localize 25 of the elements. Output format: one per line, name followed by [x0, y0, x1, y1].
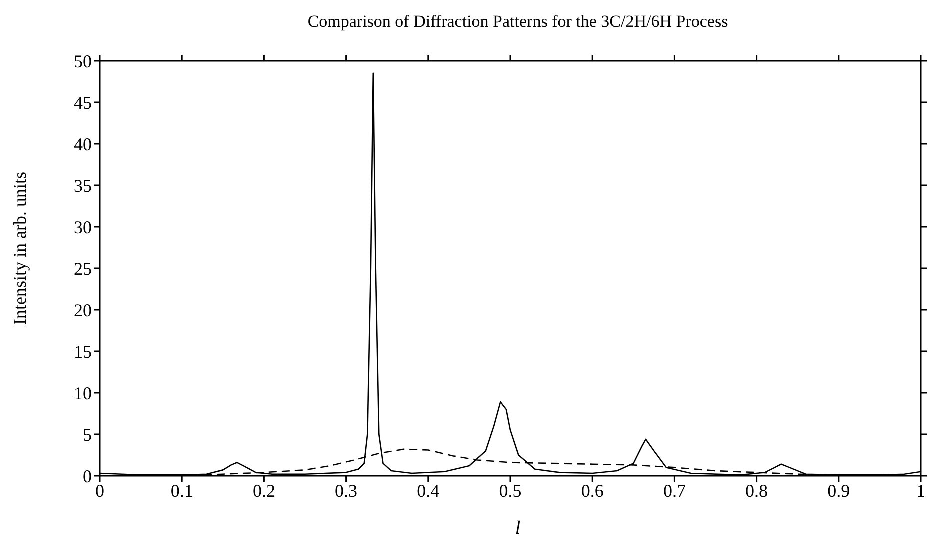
- y-axis-title: Intensity in arb. units: [10, 172, 31, 324]
- y-tick-label: 40: [74, 134, 92, 154]
- y-tick-label: 35: [74, 176, 92, 196]
- y-tick-label: 45: [74, 92, 92, 113]
- y-tick-label: 25: [74, 258, 92, 279]
- x-axis-title: l: [514, 518, 522, 540]
- x-tick-label: 0.5: [499, 480, 522, 501]
- y-tick-label: 0: [83, 466, 92, 486]
- x-tick-label: 0.8: [746, 480, 768, 501]
- x-tick-label: 0.1: [170, 480, 194, 501]
- x-tick-label: 0.6: [581, 480, 604, 501]
- x-tick-label: 0.7: [663, 480, 686, 501]
- x-tick-label: 0.2: [252, 480, 276, 501]
- y-tick-label: 15: [74, 342, 92, 362]
- x-tick-label: 0: [96, 480, 104, 501]
- y-tick-label: 5: [83, 424, 92, 445]
- x-tick-label: 0.9: [828, 480, 850, 501]
- y-tick-label: 50: [74, 51, 92, 72]
- x-tick-label: 0.4: [417, 480, 440, 501]
- x-tick-label: 1: [916, 480, 926, 501]
- y-tick-label: 20: [74, 300, 92, 320]
- chart-title: Comparison of Diffraction Patterns for the 3C/2H/6H Process: [306, 12, 730, 32]
- y-tick-label: 10: [74, 383, 92, 404]
- y-tick-label: 30: [74, 217, 92, 238]
- x-tick-label: 0.3: [335, 480, 358, 501]
